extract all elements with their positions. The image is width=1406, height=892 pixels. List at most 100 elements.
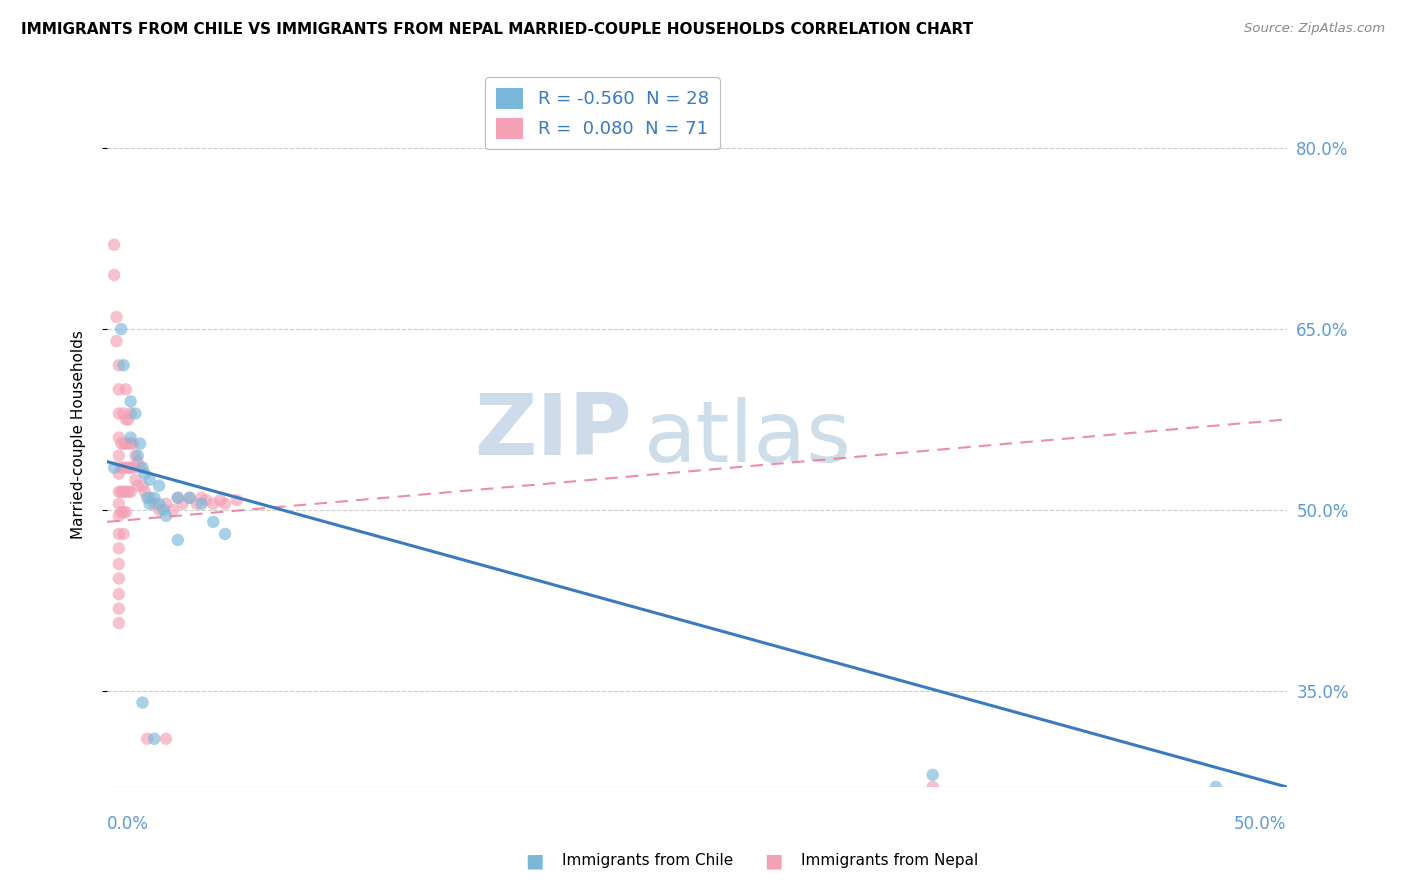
Point: [108, 484, 131, 499]
Point: [112, 436, 135, 450]
Point: [152, 503, 174, 517]
Point: [120, 460, 142, 475]
Point: [108, 616, 131, 631]
Point: [108, 449, 131, 463]
Point: [117, 460, 139, 475]
Point: [110, 505, 132, 519]
Y-axis label: Married-couple Households: Married-couple Households: [72, 330, 86, 539]
Point: [186, 497, 208, 511]
Point: [108, 467, 131, 481]
Point: [112, 505, 135, 519]
Point: [110, 484, 132, 499]
Point: [214, 497, 236, 511]
Point: [108, 587, 131, 601]
Point: [148, 503, 170, 517]
Text: ZIP: ZIP: [474, 390, 631, 473]
Point: [131, 460, 153, 475]
Point: [166, 533, 188, 547]
Point: [120, 394, 142, 409]
Point: [103, 237, 125, 252]
Text: 0.0%: 0.0%: [107, 815, 149, 833]
Point: [108, 497, 131, 511]
Point: [124, 449, 146, 463]
Point: [112, 460, 135, 475]
Text: Source: ZipAtlas.com: Source: ZipAtlas.com: [1244, 22, 1385, 36]
Point: [108, 407, 131, 421]
Text: atlas: atlas: [644, 397, 852, 480]
Point: [166, 491, 188, 505]
Point: [155, 508, 177, 523]
Point: [122, 460, 145, 475]
Point: [138, 497, 160, 511]
Point: [115, 383, 138, 397]
Point: [148, 497, 170, 511]
Point: [122, 436, 145, 450]
Point: [179, 491, 201, 505]
Point: [195, 493, 218, 508]
Point: [108, 358, 131, 372]
Point: [120, 484, 142, 499]
Point: [131, 479, 153, 493]
Point: [134, 484, 156, 499]
Point: [112, 358, 135, 372]
Point: [103, 460, 125, 475]
Point: [115, 460, 138, 475]
Point: [112, 407, 135, 421]
Point: [108, 383, 131, 397]
Point: [148, 479, 170, 493]
Point: [120, 436, 142, 450]
Point: [115, 484, 138, 499]
Point: [138, 473, 160, 487]
Text: 50.0%: 50.0%: [1234, 815, 1286, 833]
Text: Immigrants from Chile: Immigrants from Chile: [562, 854, 734, 868]
Point: [1205, 780, 1227, 794]
Point: [110, 322, 132, 336]
Point: [143, 491, 166, 505]
Point: [120, 407, 142, 421]
Point: [105, 334, 128, 348]
Point: [143, 731, 166, 746]
Point: [115, 436, 138, 450]
Point: [143, 497, 166, 511]
Point: [110, 436, 132, 450]
Point: [108, 431, 131, 445]
Point: [202, 515, 225, 529]
Point: [172, 497, 194, 511]
Point: [127, 479, 149, 493]
Point: [225, 493, 247, 508]
Point: [115, 412, 138, 426]
Point: [117, 484, 139, 499]
Text: IMMIGRANTS FROM CHILE VS IMMIGRANTS FROM NEPAL MARRIED-COUPLE HOUSEHOLDS CORRELA: IMMIGRANTS FROM CHILE VS IMMIGRANTS FROM…: [21, 22, 973, 37]
Point: [108, 557, 131, 571]
Point: [108, 601, 131, 615]
Point: [124, 473, 146, 487]
Point: [921, 768, 943, 782]
Point: [108, 572, 131, 586]
Point: [138, 491, 160, 505]
Text: ■: ■: [524, 851, 544, 871]
Point: [112, 527, 135, 541]
Point: [190, 497, 212, 511]
Point: [921, 780, 943, 794]
Point: [129, 436, 152, 450]
Text: Immigrants from Nepal: Immigrants from Nepal: [801, 854, 979, 868]
Point: [136, 731, 159, 746]
Point: [103, 268, 125, 282]
Point: [209, 493, 232, 508]
Point: [120, 431, 142, 445]
Point: [190, 491, 212, 505]
Point: [124, 407, 146, 421]
Point: [117, 412, 139, 426]
Point: [108, 508, 131, 523]
Point: [155, 731, 177, 746]
Point: [136, 491, 159, 505]
Point: [112, 484, 135, 499]
Point: [134, 467, 156, 481]
Point: [202, 497, 225, 511]
Point: [155, 497, 177, 511]
Point: [162, 503, 184, 517]
Point: [179, 491, 201, 505]
Point: [115, 505, 138, 519]
Point: [166, 491, 188, 505]
Point: [105, 310, 128, 324]
